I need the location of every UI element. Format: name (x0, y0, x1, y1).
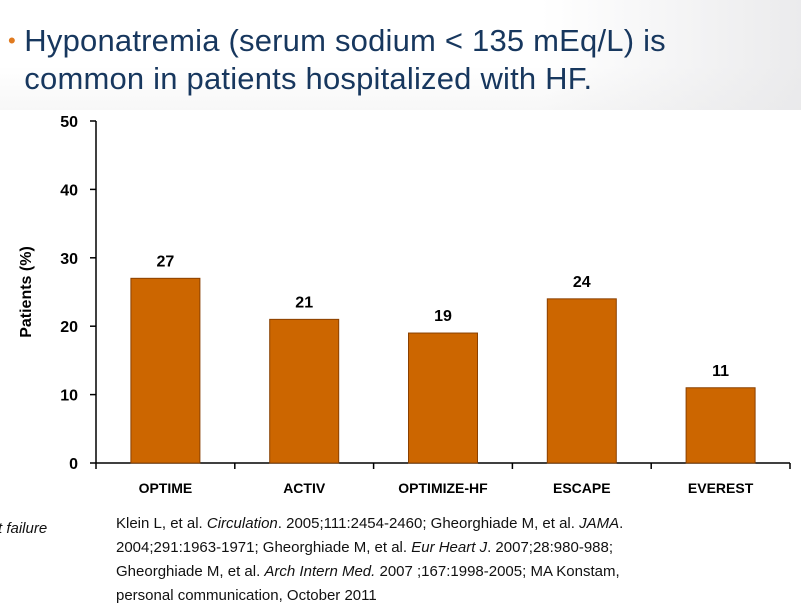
reference-segment: Eur Heart J (411, 539, 488, 556)
reference-segment: Arch Intern Med. (264, 563, 376, 580)
category-label: ACTIV (283, 480, 326, 496)
y-tick-label: 30 (60, 251, 78, 268)
y-tick-label: 10 (60, 388, 78, 405)
data-label: 11 (712, 363, 729, 380)
y-tick-label: 0 (69, 456, 78, 473)
reference-segment: 2007 ;167:1998-2005; MA Konstam, persona… (116, 563, 620, 604)
y-tick-label: 40 (60, 182, 78, 199)
category-label: ESCAPE (553, 480, 611, 496)
reference-segment: . 2005;111:2454-2460; Gheorghiade M, et … (277, 515, 580, 532)
y-tick-label: 20 (60, 319, 78, 336)
reference-segment: . 2007;28:980-988; Gheorghiade M, et al. (116, 539, 614, 580)
bar-activ (269, 318, 340, 464)
y-tick-label: 50 (60, 114, 78, 131)
bullet-glyph: • (8, 28, 16, 53)
bar-optimize-hf (408, 332, 478, 464)
title-bullet-point: • Hyponatremia (serum sodium < 135 mEq/L… (8, 22, 788, 98)
y-axis-title: Patients (%) (18, 246, 35, 338)
reference-segment: Circulation (206, 515, 278, 532)
category-label: OPTIMIZE-HF (398, 480, 488, 496)
reference-segment: JAMA (579, 515, 620, 532)
data-label: 21 (295, 294, 313, 311)
bar-everest (685, 387, 756, 464)
data-label: 24 (573, 274, 591, 291)
slide-title: Hyponatremia (serum sodium < 135 mEq/L) … (24, 23, 666, 96)
category-label: EVEREST (688, 480, 754, 496)
bar-optime (130, 277, 201, 464)
bar-escape (546, 298, 617, 464)
references: Klein L, et al. Circulation. 2005;111:24… (116, 512, 676, 608)
data-label: 27 (157, 253, 175, 270)
data-label: 19 (434, 308, 452, 325)
reference-segment: . 2004;291:1963-1971; Gheorghiade M, et … (116, 515, 624, 556)
header-background (0, 0, 801, 110)
truncated-footnote: t failure (0, 520, 48, 537)
reference-segment: Klein L, et al. (116, 515, 207, 532)
category-label: OPTIME (139, 480, 193, 496)
